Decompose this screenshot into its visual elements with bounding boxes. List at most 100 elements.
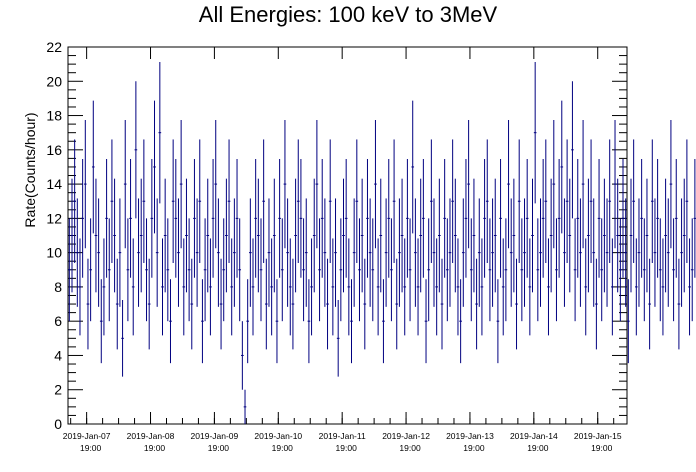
data-point [493, 178, 497, 293]
y-tick-label: 16 [46, 142, 62, 158]
data-point [406, 159, 409, 278]
x-tick-label-date: 2019-Jan-09 [191, 431, 239, 441]
data-point [371, 218, 375, 322]
data-point [472, 178, 476, 293]
chart-title: All Energies: 100 keV to 3MeV [198, 2, 498, 27]
data-point [568, 178, 572, 293]
data-point [424, 279, 428, 364]
data-point [193, 159, 196, 278]
y-tick-label: 6 [54, 313, 62, 329]
data-point [166, 218, 170, 322]
data-point [137, 198, 140, 307]
data-point [209, 238, 212, 336]
data-point [270, 238, 273, 336]
data-point [419, 178, 423, 293]
data-point [680, 198, 683, 307]
data-point [392, 139, 396, 264]
data-point [201, 279, 204, 364]
x-tick-label-time: 19:00 [463, 443, 485, 453]
data-point [507, 119, 510, 249]
y-tick-label: 2 [54, 382, 62, 398]
data-point [161, 238, 164, 336]
data-point [131, 238, 135, 336]
y-tick-label: 20 [46, 73, 62, 89]
data-point [91, 100, 95, 234]
data-point [259, 218, 263, 322]
data-point [677, 258, 681, 350]
data-point [291, 258, 295, 350]
data-point [323, 198, 327, 307]
data-point [642, 218, 646, 322]
data-point [533, 62, 537, 204]
data-point [113, 178, 116, 293]
data-point [211, 159, 215, 278]
data-point [185, 178, 188, 293]
x-tick-label-time: 19:00 [591, 443, 613, 453]
data-point [488, 218, 492, 322]
data-point [645, 178, 649, 293]
data-point [475, 258, 478, 350]
data-point [206, 178, 210, 293]
data-point [512, 178, 516, 293]
data-point [688, 238, 691, 336]
data-point [241, 321, 244, 390]
data-point [254, 159, 257, 278]
data-point [352, 198, 356, 307]
data-point [408, 218, 412, 322]
data-point [75, 198, 79, 307]
y-tick-label: 12 [46, 210, 62, 226]
data-point [390, 218, 393, 322]
data-point [682, 178, 686, 293]
x-tick-label-date: 2019-Jan-08 [127, 431, 175, 441]
data-point [398, 198, 401, 307]
data-point [174, 159, 178, 278]
data-point [256, 178, 260, 293]
data-point [177, 198, 180, 307]
data-point [422, 159, 425, 278]
data-point [536, 218, 540, 322]
data-point [451, 139, 454, 264]
data-point [515, 258, 518, 350]
data-point [280, 218, 284, 322]
data-point [214, 119, 218, 249]
data-point [158, 62, 162, 204]
data-point [179, 119, 183, 249]
data-point [225, 178, 228, 293]
data-point [121, 300, 124, 377]
data-point [89, 218, 92, 322]
data-point [573, 218, 577, 322]
x-tick-label-date: 2019-Jan-10 [254, 431, 302, 441]
data-point [251, 238, 255, 336]
data-point [496, 279, 500, 364]
data-point [83, 119, 87, 249]
data-point [619, 218, 622, 322]
data-point [235, 159, 239, 278]
data-point [222, 218, 226, 322]
data-point [453, 178, 457, 293]
data-point [312, 178, 316, 293]
data-point [336, 300, 340, 377]
data-point [107, 218, 111, 322]
y-tick-label: 22 [46, 39, 62, 55]
data-point [525, 159, 529, 278]
x-tick-label-date: 2019-Jan-13 [446, 431, 494, 441]
data-point [97, 198, 100, 307]
data-point [384, 198, 388, 307]
data-point [363, 258, 367, 350]
data-point [142, 139, 146, 264]
data-point [110, 139, 114, 264]
data-point [427, 218, 431, 322]
data-point [342, 178, 345, 293]
data-point [307, 279, 311, 364]
data-point [379, 178, 383, 293]
data-point [217, 198, 220, 307]
data-point [616, 178, 620, 293]
data-point [86, 258, 90, 350]
data-point [557, 159, 561, 278]
data-point [227, 139, 231, 264]
data-point [203, 218, 207, 322]
data-point [155, 198, 159, 307]
data-point [368, 198, 372, 307]
y-tick-label: 18 [46, 108, 62, 124]
